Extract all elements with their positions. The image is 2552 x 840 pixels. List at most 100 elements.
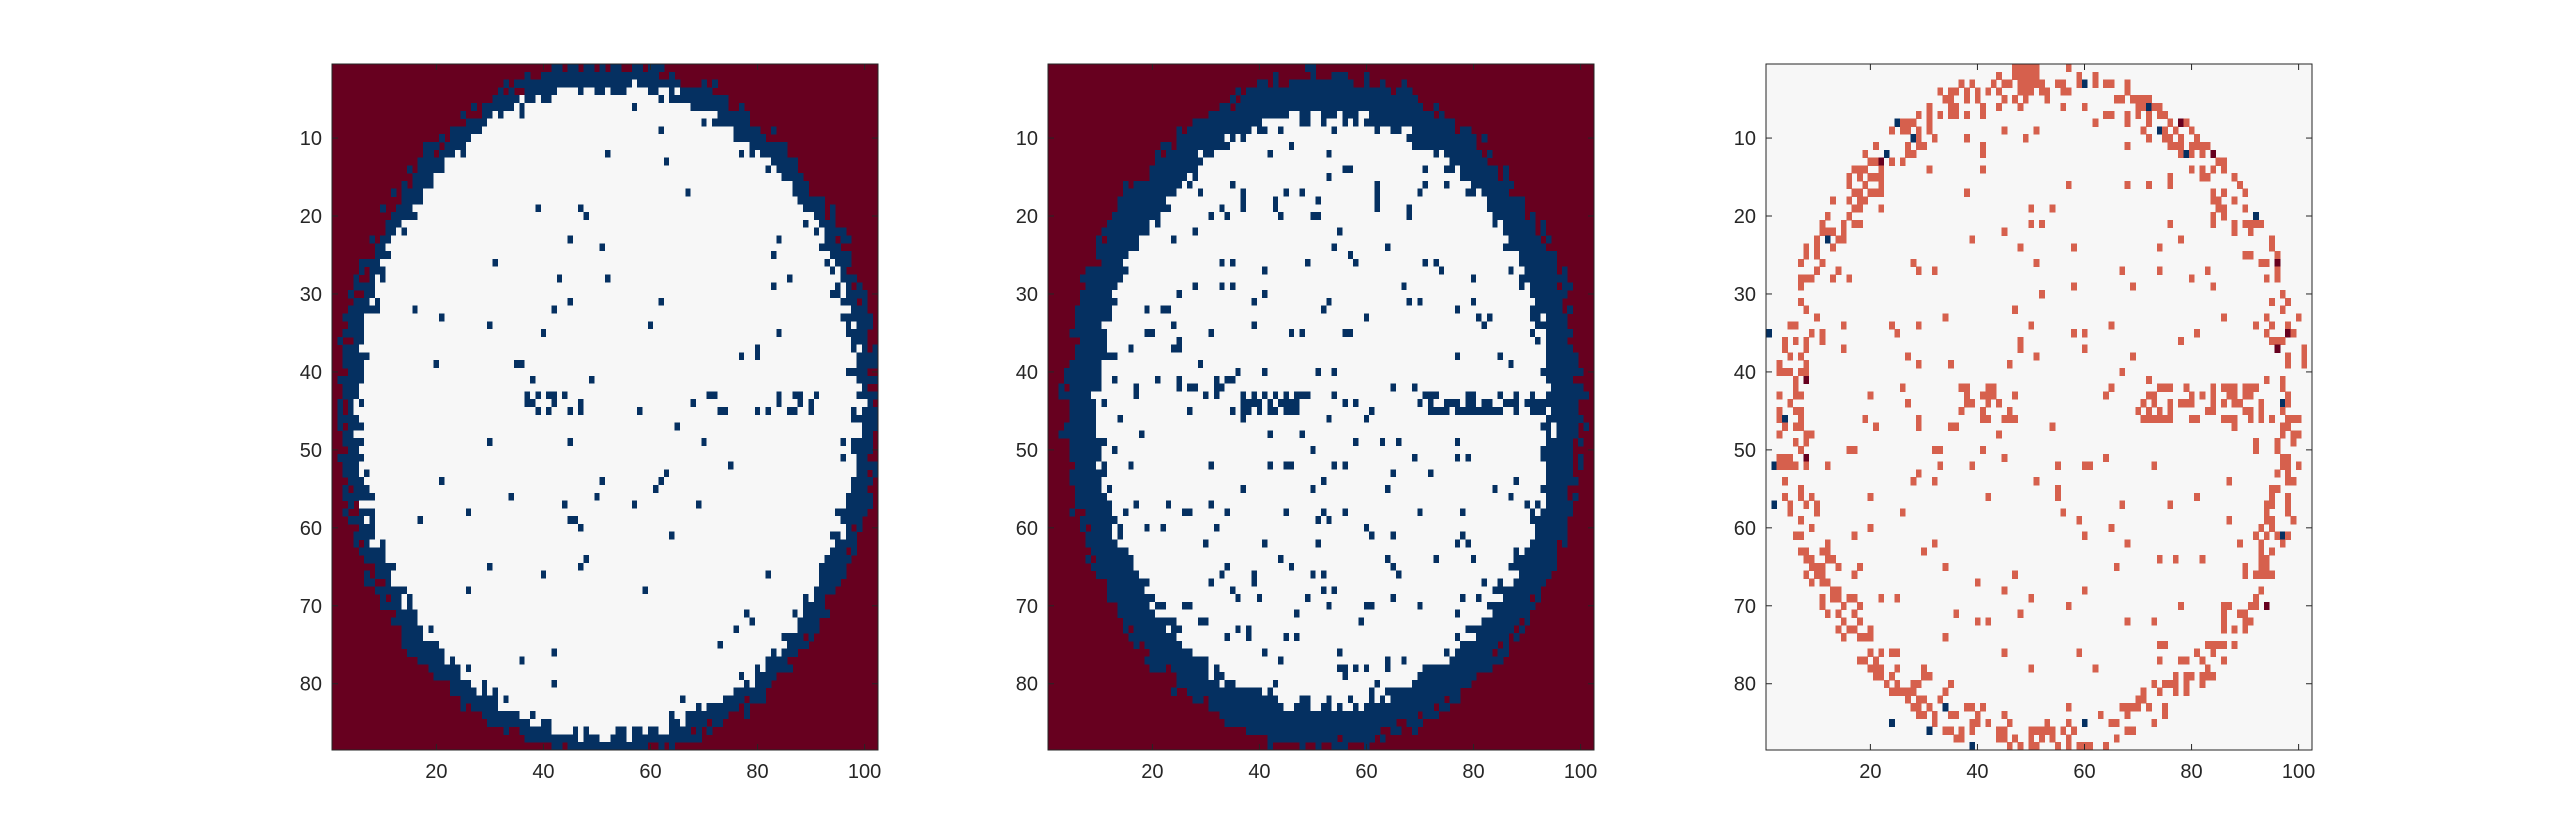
heatmap-cell xyxy=(514,352,520,361)
heatmap-cell xyxy=(530,407,536,416)
heatmap-cell xyxy=(717,484,724,494)
heatmap-cell xyxy=(449,383,456,392)
heatmap-cell xyxy=(867,445,874,455)
heatmap-cell xyxy=(647,102,654,112)
heatmap-cell xyxy=(519,508,526,517)
heatmap-cell xyxy=(364,383,370,392)
heatmap-cell xyxy=(658,219,665,229)
heatmap-cell xyxy=(465,251,472,260)
heatmap-cell xyxy=(840,461,847,470)
heatmap-cell xyxy=(546,227,552,236)
heatmap-cell xyxy=(449,461,456,470)
heatmap-cell xyxy=(492,290,499,299)
heatmap-cell xyxy=(669,79,675,88)
heatmap-cell xyxy=(787,266,793,275)
heatmap-cell xyxy=(487,141,493,151)
heatmap-cell xyxy=(572,149,579,158)
heatmap-cell xyxy=(679,336,686,346)
heatmap-cell xyxy=(358,266,365,275)
heatmap-cell xyxy=(621,188,627,197)
heatmap-cell xyxy=(690,196,697,205)
heatmap-cell xyxy=(540,321,547,330)
heatmap-cell xyxy=(685,95,692,104)
heatmap-cell xyxy=(722,500,729,509)
heatmap-cell xyxy=(471,352,477,361)
heatmap-cell xyxy=(524,204,531,213)
heatmap-cell xyxy=(819,243,825,252)
heatmap-cell xyxy=(658,118,665,127)
heatmap-cell xyxy=(551,141,558,151)
heatmap-cell xyxy=(770,368,777,377)
heatmap-cell xyxy=(492,102,499,112)
heatmap-cell xyxy=(562,516,568,525)
heatmap-cell xyxy=(829,352,836,361)
heatmap-cell xyxy=(396,352,402,361)
heatmap-cell xyxy=(803,352,809,361)
heatmap-cell xyxy=(824,258,831,268)
heatmap-cell xyxy=(417,414,424,423)
heatmap-cell xyxy=(808,414,815,423)
heatmap-cell xyxy=(433,445,440,455)
heatmap-cell xyxy=(653,282,659,291)
heatmap-cell xyxy=(556,134,563,143)
heatmap-cell xyxy=(749,258,756,268)
heatmap-cell xyxy=(824,407,831,416)
heatmap-cell xyxy=(578,391,584,400)
heatmap-cell xyxy=(663,110,670,119)
heatmap-cell xyxy=(508,290,515,299)
heatmap-cell xyxy=(690,282,697,291)
heatmap-cell xyxy=(423,336,429,346)
heatmap-cell xyxy=(733,290,740,299)
heatmap-cell xyxy=(615,438,622,447)
heatmap-cell xyxy=(792,469,799,478)
heatmap-cell xyxy=(663,453,670,462)
heatmap-cell xyxy=(637,71,643,80)
heatmap-cell xyxy=(781,141,788,151)
heatmap-cell xyxy=(733,180,740,190)
heatmap-cell xyxy=(663,165,670,174)
heatmap-cell xyxy=(412,438,419,447)
heatmap-cell xyxy=(781,204,788,213)
heatmap-cell xyxy=(653,321,659,330)
heatmap-cell xyxy=(637,204,643,213)
heatmap-cell xyxy=(824,414,831,423)
heatmap-cell xyxy=(637,243,643,252)
heatmap-cell xyxy=(685,360,692,369)
heatmap-cell xyxy=(840,360,847,369)
heatmap-cell xyxy=(455,313,461,322)
heatmap-cell xyxy=(572,235,579,244)
heatmap-cell xyxy=(631,134,638,143)
heatmap-cell xyxy=(621,368,627,377)
heatmap-cell xyxy=(556,64,563,73)
heatmap-cell xyxy=(578,375,584,385)
heatmap-cell xyxy=(819,227,825,236)
heatmap-cell xyxy=(722,212,729,221)
heatmap-cell xyxy=(856,469,863,478)
heatmap-cell xyxy=(669,492,675,501)
heatmap-cell xyxy=(679,297,686,307)
heatmap-cell xyxy=(514,430,520,439)
heatmap-cell xyxy=(492,414,499,423)
heatmap-cell xyxy=(770,477,777,486)
heatmap-cell xyxy=(653,204,659,213)
heatmap-cell xyxy=(406,258,413,268)
heatmap-cell xyxy=(803,500,809,509)
heatmap-cell xyxy=(578,500,584,509)
heatmap-cell xyxy=(599,438,606,447)
heatmap-cell xyxy=(406,430,413,439)
heatmap-cell xyxy=(765,516,772,525)
heatmap-cell xyxy=(819,297,825,307)
heatmap-cell xyxy=(642,453,649,462)
heatmap-cell xyxy=(535,453,542,462)
heatmap-cell xyxy=(615,212,622,221)
heatmap-cell xyxy=(578,290,584,299)
heatmap-cell xyxy=(647,422,654,431)
heatmap-cell xyxy=(556,243,563,252)
heatmap-cell xyxy=(342,329,349,338)
heatmap-cell xyxy=(476,173,483,182)
heatmap-cell xyxy=(787,157,793,166)
heatmap-cell xyxy=(599,461,606,470)
heatmap-cell xyxy=(599,523,606,533)
heatmap-cell xyxy=(358,430,365,439)
heatmap-cell xyxy=(396,235,402,244)
